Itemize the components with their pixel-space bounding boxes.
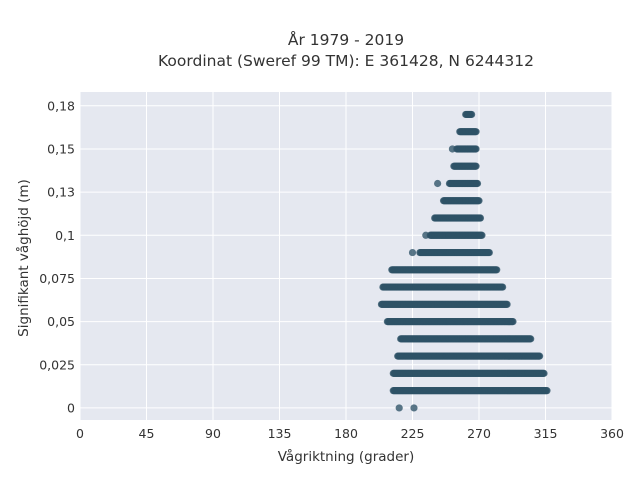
x-tick-label: 135 <box>268 426 292 441</box>
data-point <box>503 300 511 308</box>
y-axis-ticks: 0 0,025 0,05 0,075 0,1 0,13 0,15 0,18 <box>39 98 75 415</box>
y-tick-label: 0,05 <box>47 314 75 329</box>
band <box>394 352 544 360</box>
y-axis-label: Signifikant våghöjd (m) <box>15 179 32 337</box>
data-point <box>509 318 517 326</box>
chart-title-line2: Koordinat (Sweref 99 TM): E 361428, N 62… <box>158 52 534 70</box>
data-point <box>472 162 480 170</box>
band <box>383 318 517 326</box>
x-tick-label: 45 <box>139 426 155 441</box>
band <box>445 179 482 188</box>
band <box>462 110 476 119</box>
data-point <box>473 179 482 188</box>
data-point <box>422 231 430 239</box>
data-point <box>527 335 535 343</box>
data-point <box>410 404 418 412</box>
data-point <box>493 266 501 274</box>
data-point <box>478 231 486 239</box>
data-point <box>408 248 417 257</box>
y-tick-label: 0 <box>67 400 75 415</box>
y-tick-label: 0,15 <box>47 141 75 156</box>
data-point <box>468 110 476 119</box>
band <box>388 266 501 274</box>
data-point <box>472 128 480 136</box>
x-tick-label: 360 <box>600 426 624 441</box>
data-point <box>540 369 548 377</box>
chart-title-line1: År 1979 - 2019 <box>288 30 404 49</box>
y-tick-label: 0,1 <box>55 228 75 243</box>
x-tick-label: 270 <box>467 426 491 441</box>
grid <box>79 92 613 420</box>
band <box>377 300 511 308</box>
y-tick-label: 0,18 <box>47 98 75 113</box>
data-point <box>485 248 493 257</box>
band <box>439 197 483 205</box>
band <box>456 128 480 136</box>
data-point <box>535 352 544 360</box>
band <box>431 214 485 222</box>
data-points <box>377 110 551 412</box>
band <box>389 369 548 377</box>
band <box>416 248 493 257</box>
x-tick-label: 0 <box>76 426 84 441</box>
data-point <box>434 179 442 188</box>
data-point <box>499 283 507 291</box>
x-tick-label: 180 <box>334 426 358 441</box>
data-point <box>448 145 456 153</box>
band <box>453 145 480 153</box>
x-tick-label: 225 <box>401 426 425 441</box>
y-tick-label: 0,025 <box>39 357 75 372</box>
band <box>397 335 535 343</box>
x-tick-label: 315 <box>534 426 558 441</box>
data-point <box>475 197 483 205</box>
data-point <box>476 214 485 222</box>
x-axis-ticks: 0 45 90 135 180 225 270 315 360 <box>76 426 624 441</box>
y-tick-label: 0,13 <box>47 185 75 200</box>
data-point <box>472 145 480 153</box>
band <box>379 283 507 291</box>
band <box>426 231 486 239</box>
x-tick-label: 90 <box>205 426 221 441</box>
band <box>389 387 551 395</box>
data-point <box>543 387 551 395</box>
data-point <box>395 404 403 412</box>
y-tick-label: 0,075 <box>39 271 75 286</box>
x-axis-label: Vågriktning (grader) <box>278 448 415 465</box>
band <box>450 162 480 170</box>
